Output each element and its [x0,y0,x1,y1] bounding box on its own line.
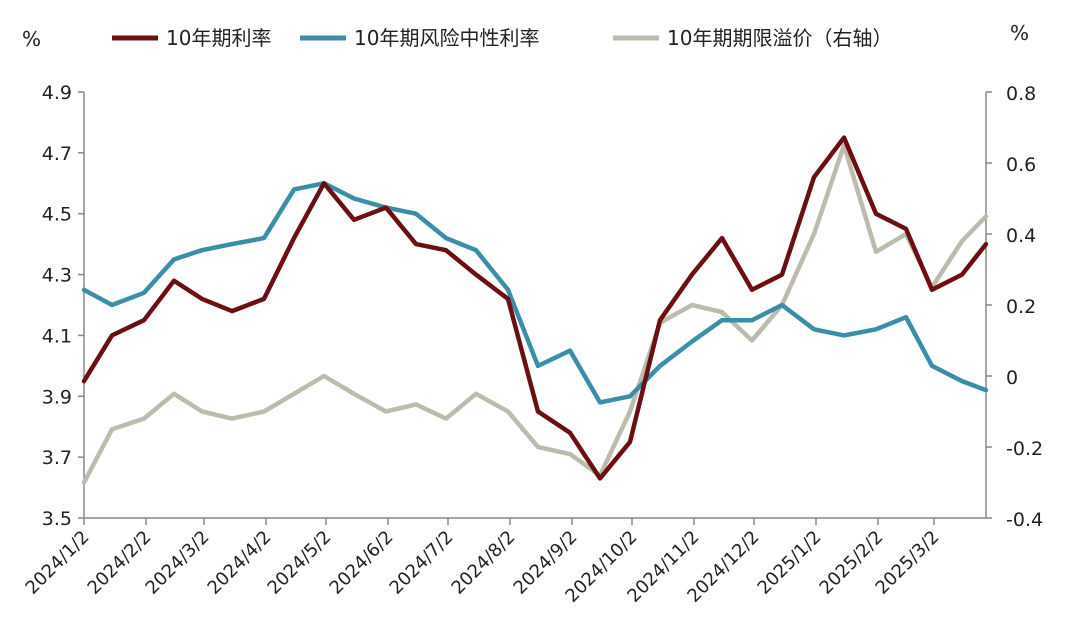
right-tick-label: -0.4 [1006,509,1043,531]
right-tick-label: 0.8 [1006,83,1036,105]
x-tick-label: 2024/3/2 [142,527,214,599]
series-line-0 [81,135,989,481]
left-tick-label: 3.9 [42,386,72,408]
legend: 10年期利率 10年期风险中性利率 10年期期限溢价（右轴） [112,26,892,50]
right-tick-label: -0.2 [1006,438,1043,460]
x-tick-label: 2024/6/2 [326,527,398,599]
x-axis-ticks: 2024/1/22024/2/22024/3/22024/4/22024/5/2… [22,518,944,607]
left-axis-ticks: 3.5 3.7 3.9 4.1 4.3 4.5 4.7 4.9 [42,82,84,530]
right-tick-label: 0.2 [1006,296,1036,318]
left-tick-label: 3.7 [42,447,72,469]
x-tick-label: 2024/1/2 [22,527,94,599]
series-group [81,135,989,485]
series-line-2 [81,143,989,485]
left-axis-unit: % [22,27,41,51]
legend-label-rate: 10年期利率 [166,26,271,50]
left-tick-label: 4.3 [42,265,72,287]
right-tick-label: 0.4 [1006,225,1036,247]
legend-label-term-premium: 10年期期限溢价（右轴） [667,26,892,50]
x-tick-label: 2025/1/2 [754,527,826,599]
left-tick-label: 4.7 [42,143,72,165]
right-axis-unit: % [1010,21,1029,45]
left-tick-label: 3.5 [42,508,72,530]
x-tick-label: 2024/5/2 [264,527,336,599]
right-tick-label: 0.6 [1006,154,1036,176]
left-tick-label: 4.9 [42,82,72,104]
x-tick-label: 2024/4/2 [204,527,276,599]
left-tick-label: 4.1 [42,325,72,347]
series-line-1 [81,181,989,405]
legend-label-risk-neutral: 10年期风险中性利率 [354,26,539,50]
right-tick-label: 0 [1006,367,1018,389]
x-tick-label: 2024/7/2 [386,527,458,599]
right-axis-ticks: -0.4 -0.2 0 0.2 0.4 0.6 0.8 [986,83,1043,531]
left-tick-label: 4.5 [42,204,72,226]
x-tick-label: 2024/8/2 [448,527,520,599]
